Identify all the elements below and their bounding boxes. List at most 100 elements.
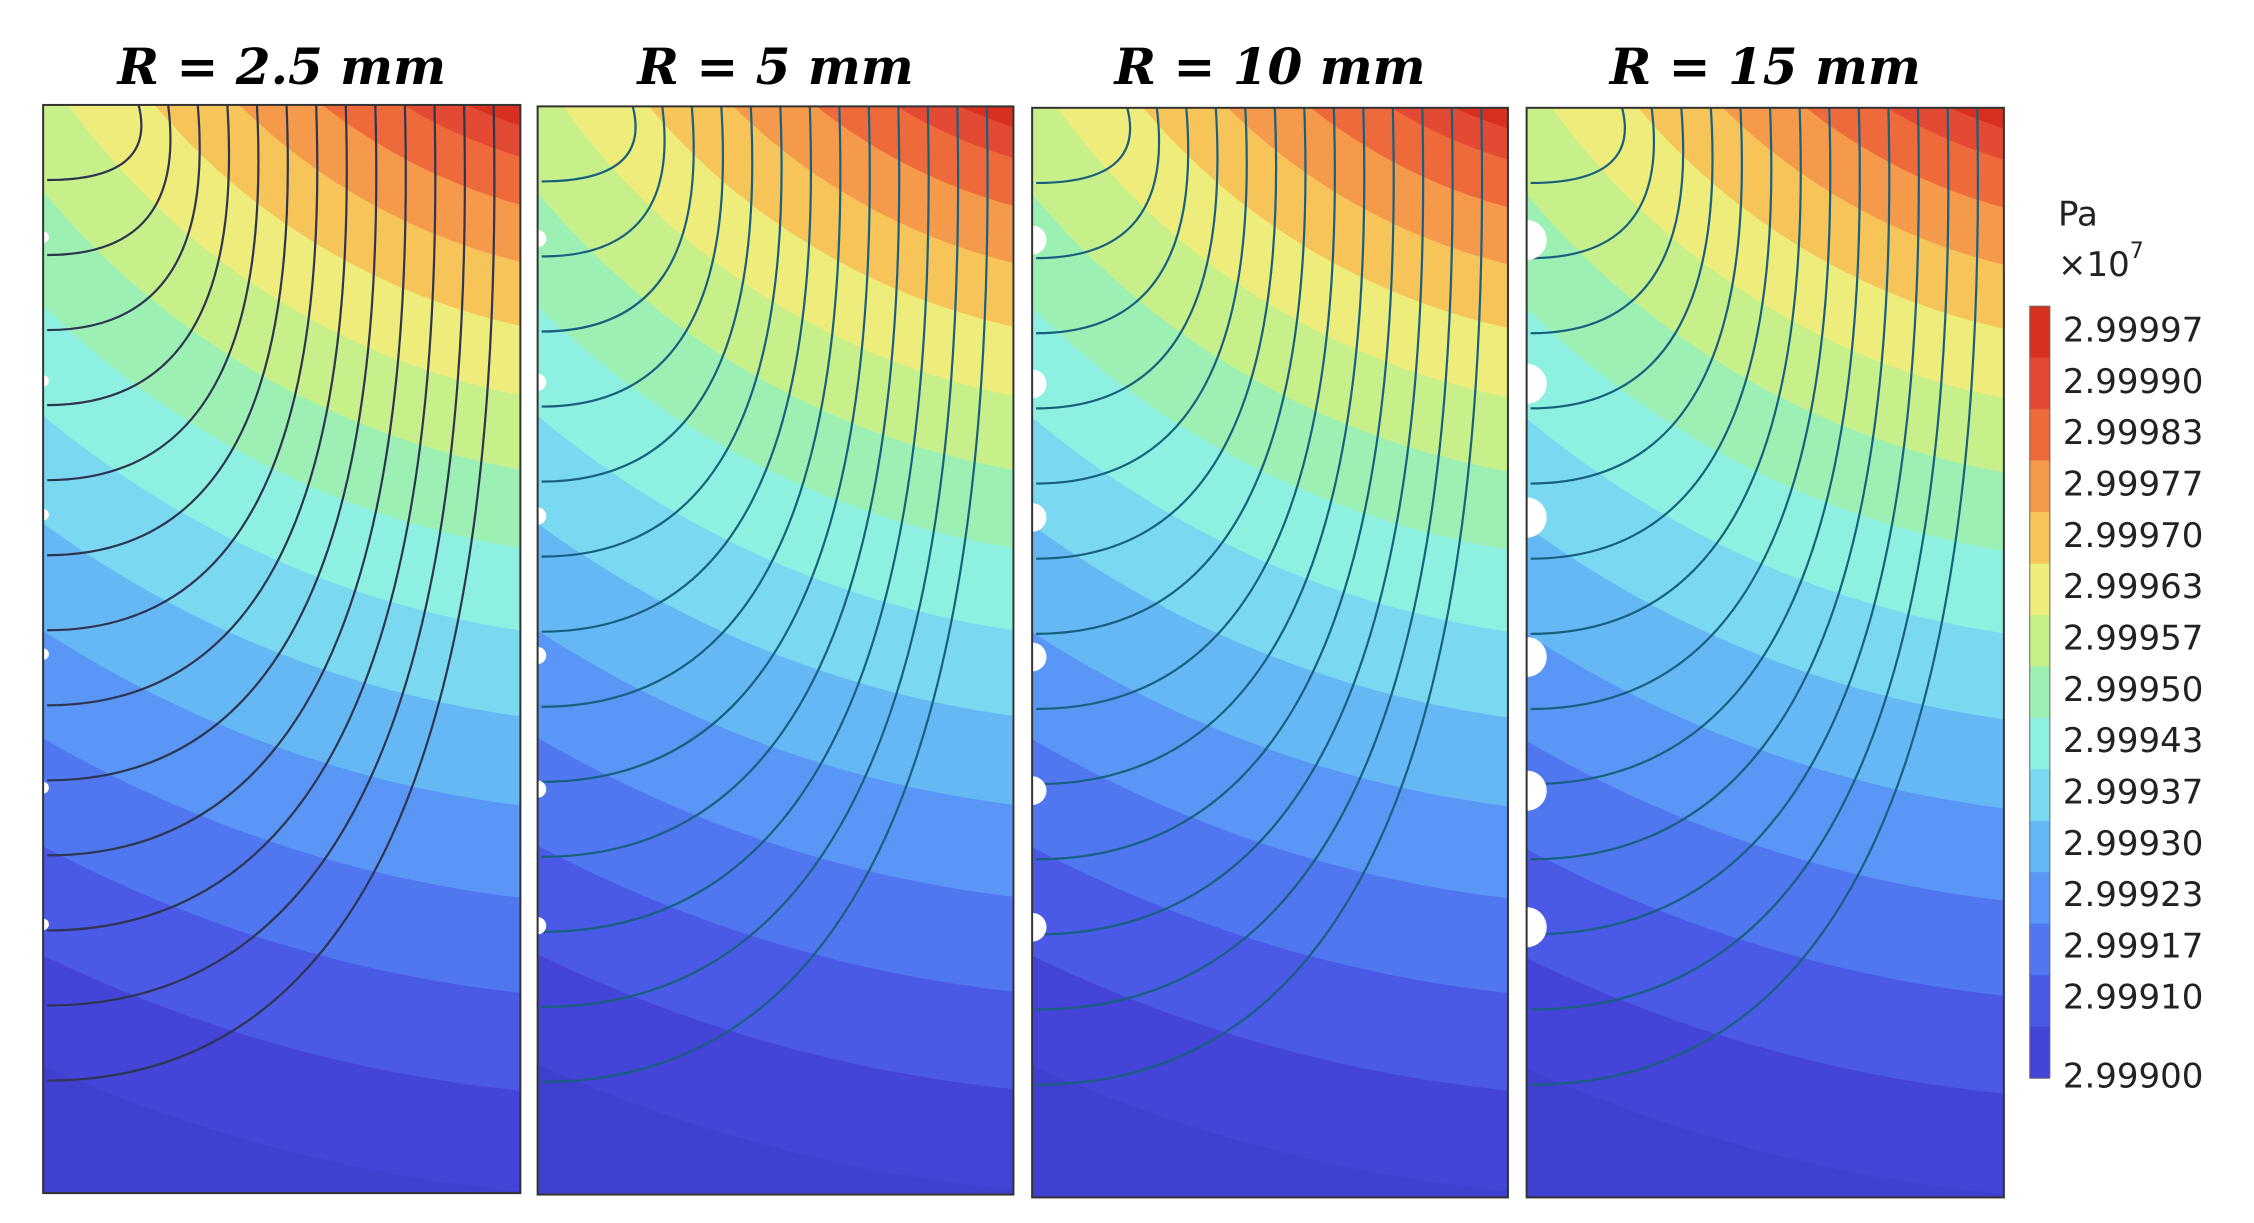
streamline <box>1036 107 1395 861</box>
hole <box>1526 636 1547 678</box>
colorbar-label: 2.99930 <box>2063 824 2204 864</box>
streamline <box>1036 107 1366 786</box>
colorbar-band <box>2029 563 2050 616</box>
colorbar-band <box>2029 1026 2050 1079</box>
streamline <box>1530 107 1832 711</box>
streamline <box>1530 107 1714 410</box>
colorbar-label: 2.99997 <box>2063 311 2204 351</box>
hole <box>1032 642 1047 672</box>
colorbar-label: 2.99923 <box>2063 875 2204 915</box>
colorbar-label: 2.99900 <box>2063 1057 2204 1097</box>
hole <box>1032 776 1047 805</box>
streamline <box>1036 107 1454 1011</box>
colorbar-band <box>2029 614 2050 667</box>
contour-band <box>403 104 521 157</box>
colorbar-band <box>2029 975 2050 1028</box>
streamline <box>541 106 695 333</box>
streamline <box>1036 107 1248 485</box>
hole <box>1526 770 1547 811</box>
streamline <box>47 104 466 1007</box>
streamline <box>47 104 319 632</box>
panel-title: R = 2.5 mm <box>116 37 446 96</box>
colorbar-band <box>2029 820 2050 873</box>
streamline <box>47 104 496 1082</box>
contour-band <box>1887 107 2004 160</box>
streamline <box>541 106 871 783</box>
streamline <box>1036 107 1132 185</box>
colorbar-label: 2.99910 <box>2063 978 2204 1018</box>
streamline <box>1036 107 1278 560</box>
streamline <box>1036 107 1307 635</box>
streamline <box>1036 107 1190 335</box>
hole <box>1032 503 1047 532</box>
colorbar-label: 2.99970 <box>2063 516 2204 556</box>
panel-title: R = 15 mm <box>1608 37 1921 96</box>
streamline <box>1036 107 1425 936</box>
streamline <box>47 104 143 182</box>
panel-title: R = 10 mm <box>1113 37 1426 96</box>
streamline <box>1530 107 1979 1086</box>
streamline <box>541 106 754 483</box>
streamline <box>1036 107 1336 711</box>
streamline <box>47 104 437 932</box>
colorbar-label: 2.99983 <box>2063 413 2204 453</box>
colorbar-band <box>2029 512 2050 564</box>
colorbar-label: 2.99937 <box>2063 772 2204 812</box>
streamline <box>1530 107 1950 1011</box>
streamline <box>1530 107 1861 786</box>
streamline <box>47 104 378 782</box>
streamline <box>1530 107 1802 635</box>
streamline <box>541 106 842 708</box>
streamline <box>541 106 637 183</box>
hole <box>537 373 547 391</box>
colorbar-band <box>2029 666 2050 719</box>
colorbar-band <box>2029 923 2050 976</box>
exponent: 7 <box>2130 239 2144 264</box>
colorbar-unit: Pa <box>2058 195 2098 235</box>
streamline <box>47 104 407 857</box>
hole <box>537 646 547 665</box>
hole <box>537 230 547 248</box>
streamline <box>541 106 930 933</box>
hole <box>537 507 547 525</box>
panel <box>43 104 521 1194</box>
colorbar-label: 2.99917 <box>2063 926 2204 966</box>
panel <box>537 106 1014 1195</box>
colorbar-multiplier: ×107 <box>2058 239 2144 285</box>
hole <box>1526 219 1547 261</box>
streamline <box>47 104 201 332</box>
streamline <box>1036 107 1484 1086</box>
streamline <box>1530 107 1773 560</box>
hole <box>43 508 49 521</box>
colorbar-label: 2.99943 <box>2063 721 2204 761</box>
streamline <box>1530 107 1743 485</box>
hole <box>43 375 49 387</box>
streamline <box>1530 107 1685 335</box>
streamline <box>47 104 289 557</box>
streamline <box>541 106 989 1084</box>
hole <box>537 917 547 935</box>
streamline <box>541 106 783 558</box>
colorbar-band <box>2029 409 2050 462</box>
colorbar-band <box>2029 460 2050 513</box>
streamline <box>1530 107 1656 260</box>
colorbar-label: 2.99977 <box>2063 465 2204 505</box>
hole <box>43 782 49 794</box>
contour-band <box>1391 107 1508 160</box>
colorbar-label: 2.99957 <box>2063 618 2204 658</box>
streamline <box>541 106 960 1009</box>
hole <box>43 231 49 243</box>
multiplier: ×10 <box>2058 245 2130 285</box>
hole <box>1526 907 1547 948</box>
streamline <box>1530 107 1891 861</box>
hole <box>1526 497 1547 538</box>
colorbar-border <box>2029 305 2051 1079</box>
panel-title: R = 5 mm <box>635 37 913 96</box>
panel <box>1032 107 1508 1198</box>
streamline <box>541 106 813 633</box>
streamline <box>541 106 666 258</box>
contour-band <box>896 106 1014 158</box>
colorbar-band <box>2029 357 2050 410</box>
streamline <box>541 106 725 408</box>
